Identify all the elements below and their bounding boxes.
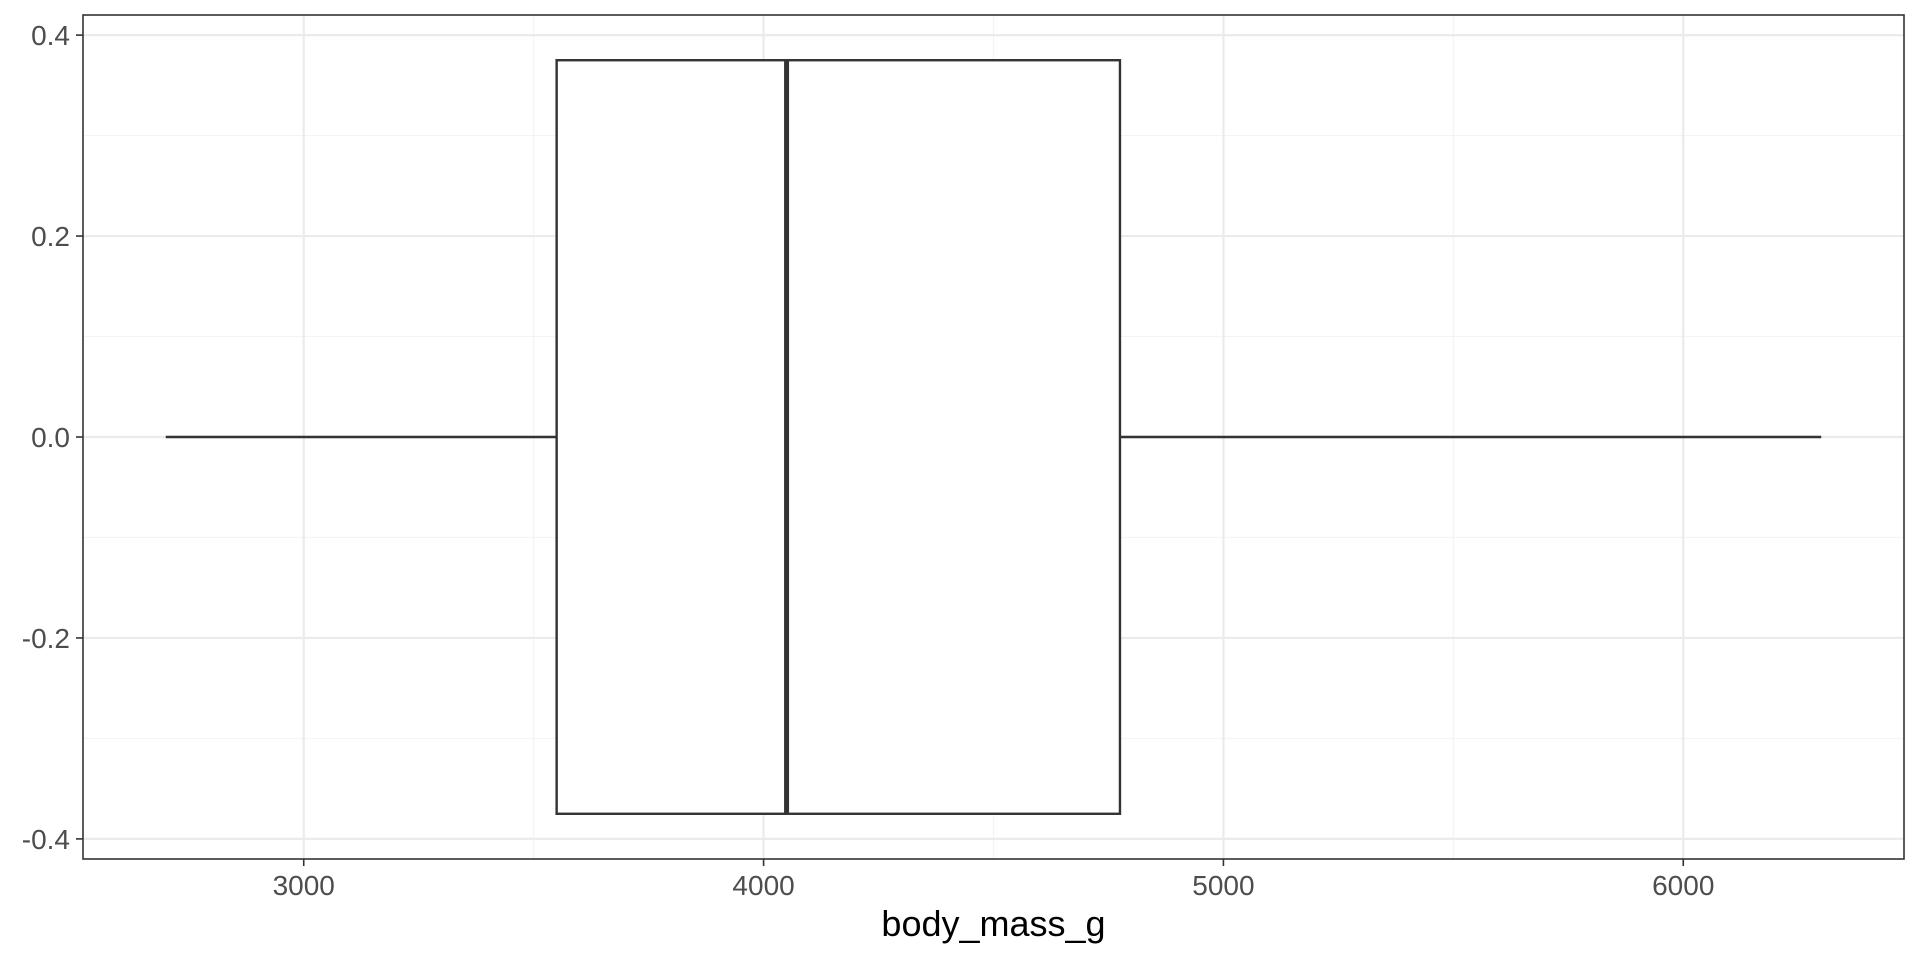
y-tick-label: -0.2 xyxy=(22,623,70,654)
y-tick-label: -0.4 xyxy=(22,824,70,855)
y-axis-tick-labels: -0.4 -0.2 0.0 0.2 0.4 xyxy=(22,20,70,855)
iqr-box xyxy=(555,59,1122,815)
x-tick-label: 4000 xyxy=(732,870,794,901)
boxplot-marks xyxy=(165,59,1822,815)
y-tick-label: 0.4 xyxy=(31,20,70,51)
y-tick-label: 0.0 xyxy=(31,422,70,453)
x-tick-label: 3000 xyxy=(273,870,335,901)
x-tick-label: 6000 xyxy=(1652,870,1714,901)
x-tick-label: 5000 xyxy=(1192,870,1254,901)
x-axis-tick-labels: 3000 4000 5000 6000 xyxy=(273,870,1715,901)
x-axis-title: body_mass_g xyxy=(881,903,1105,944)
axis-ticks xyxy=(76,34,1685,866)
y-tick-label: 0.2 xyxy=(31,221,70,252)
